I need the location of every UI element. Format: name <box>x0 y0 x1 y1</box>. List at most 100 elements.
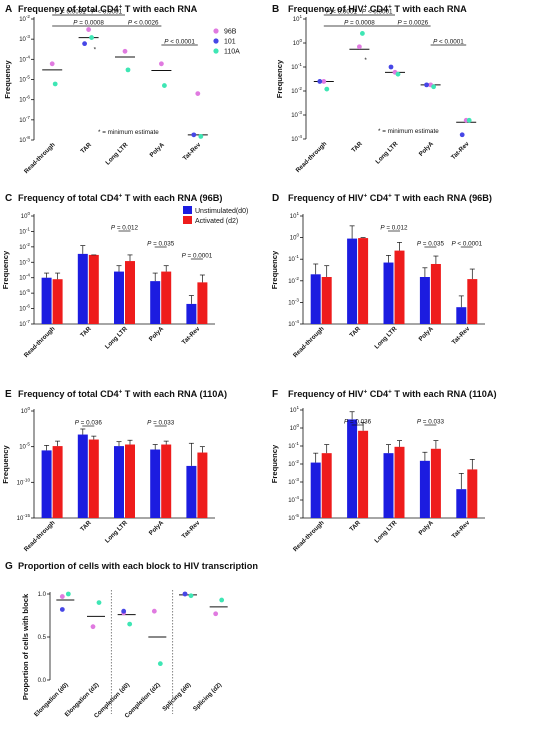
x-tick-label-F-3: PolyA <box>417 519 435 537</box>
data-point-96B <box>59 594 65 599</box>
legend-marker-101 <box>213 38 219 44</box>
y-tick-label-E-1: 10-10 <box>17 477 31 486</box>
y-tick-label-G-1: 0.5 <box>38 635 47 641</box>
p-value-label: P < 0.0001 <box>433 39 464 46</box>
x-tick-label-D-0: Read-through <box>292 325 326 359</box>
y-tick-label-C-5: 10-2 <box>19 242 30 251</box>
y-axis-label: Frequency <box>270 250 279 289</box>
data-point-96B <box>213 611 219 617</box>
bar-activated <box>161 271 172 324</box>
p-value-label: P < 0.0001 <box>164 39 195 46</box>
y-tick-label-B-2: 10-2 <box>291 86 302 95</box>
data-point-110A <box>188 593 194 599</box>
panel-A: A Frequency of total CD4+ T with each RNA… <box>3 4 240 176</box>
bar-unstimulated <box>150 281 161 324</box>
bar-activated <box>52 279 63 324</box>
x-tick-label-B-2: Long LTR <box>374 140 399 165</box>
y-tick-label-F-6: 101 <box>290 405 300 414</box>
p-value-label: P = 0.036 <box>344 419 372 426</box>
x-tick-label-E-2: Long LTR <box>104 519 129 544</box>
p-value-label: P = 0.033 <box>417 419 445 426</box>
bar-activated <box>88 439 99 518</box>
data-point-110A <box>162 83 167 88</box>
legend-label-1: Activated (d2) <box>195 218 238 225</box>
x-tick-label-E-4: Tat-Rev <box>181 519 202 540</box>
data-point-110A <box>360 31 365 36</box>
p-value-label: P < 0.0001 <box>55 9 86 16</box>
x-tick-label-F-1: TAR <box>348 519 362 533</box>
y-tick-label-A-4: 10-4 <box>19 54 30 63</box>
y-tick-label-A-0: 10-8 <box>19 135 30 144</box>
y-tick-label-A-6: 10-2 <box>19 14 30 23</box>
x-tick-label-C-1: TAR <box>79 325 93 339</box>
data-point-96B <box>159 61 164 67</box>
y-axis-label: Frequency <box>270 444 279 483</box>
x-tick-label-A-1: TAR <box>79 141 93 155</box>
x-tick-label-B-0: Read-through <box>295 140 329 174</box>
bar-activated <box>161 444 172 518</box>
bar-activated <box>88 254 99 324</box>
bar-unstimulated <box>347 238 358 324</box>
p-value-label: P = 0.0001 <box>182 253 213 260</box>
legend-label-101: 101 <box>224 39 236 46</box>
p-value-label: P = 0.012 <box>380 225 408 232</box>
data-point-96B <box>90 624 96 630</box>
minimum-estimate-note: * = minimum estimate <box>378 128 439 135</box>
data-point-110A <box>395 71 401 77</box>
y-tick-label-D-4: 100 <box>290 233 300 242</box>
y-tick-label-F-1: 10-4 <box>288 495 299 504</box>
panel-label: C <box>5 193 12 204</box>
x-tick-label-F-4: Tat-Rev <box>451 519 472 540</box>
y-tick-label-D-5: 101 <box>290 211 300 220</box>
minimum-estimate-star: * <box>94 46 97 53</box>
data-point-101 <box>121 608 127 614</box>
y-tick-label-C-1: 10-6 <box>19 304 30 313</box>
bar-unstimulated <box>456 307 467 324</box>
y-tick-label-D-0: 10-4 <box>288 319 299 328</box>
panel-title: Frequency of HIV+ CD4+ T with each RNA (… <box>288 389 497 400</box>
x-tick-label-B-4: Tat-Rev <box>450 140 471 161</box>
legend-swatch-0 <box>183 206 192 214</box>
data-point-101 <box>82 41 87 47</box>
panel-B: B Frequency of HIV+ CD4+ T with each RNA1… <box>272 4 477 174</box>
x-tick-label-F-0: Read-through <box>292 519 326 553</box>
p-value-label: P = 0.036 <box>75 420 103 427</box>
minimum-estimate-star: * <box>364 57 367 64</box>
bar-activated <box>52 446 63 518</box>
legend-marker-96B <box>213 28 219 34</box>
p-value-label: P = 0.033 <box>147 420 175 427</box>
y-tick-label-B-3: 10-1 <box>291 62 302 71</box>
bar-unstimulated <box>310 462 321 518</box>
bar-activated <box>467 469 478 518</box>
bar-unstimulated <box>383 262 394 324</box>
data-point-110A <box>127 621 133 627</box>
bar-unstimulated <box>186 303 197 324</box>
data-point-101 <box>182 591 188 597</box>
x-tick-label-C-0: Read-through <box>23 325 57 359</box>
p-value-label: P = 0.0026 <box>397 20 428 27</box>
y-tick-label-A-3: 10-5 <box>19 75 30 84</box>
y-tick-label-F-3: 10-2 <box>288 459 299 468</box>
data-point-96B <box>49 61 55 67</box>
panel-label: E <box>5 389 12 400</box>
y-tick-label-B-0: 10-4 <box>291 134 302 143</box>
data-point-96B <box>122 48 128 54</box>
data-point-96B <box>86 27 91 32</box>
data-point-101 <box>59 607 65 612</box>
bar-unstimulated <box>41 277 52 324</box>
x-tick-label-C-4: Tat-Rev <box>181 325 202 346</box>
x-tick-label-D-4: Tat-Rev <box>451 325 472 346</box>
bar-activated <box>125 444 135 518</box>
panel-G: G Proportion of cells with each block to … <box>5 561 258 720</box>
x-tick-label-G-5: Splicing (d2) <box>192 681 223 712</box>
data-point-110A <box>466 117 472 123</box>
y-axis-label: Frequency <box>1 250 10 289</box>
bar-activated <box>358 238 369 324</box>
y-tick-label-F-0: 10-5 <box>288 513 299 522</box>
x-tick-label-A-3: PolyA <box>148 141 166 159</box>
x-tick-label-G-4: Splicing (d0) <box>161 681 192 712</box>
panel-label: F <box>272 389 278 400</box>
y-tick-label-C-6: 10-1 <box>19 226 30 235</box>
x-tick-label-E-1: TAR <box>79 519 93 533</box>
